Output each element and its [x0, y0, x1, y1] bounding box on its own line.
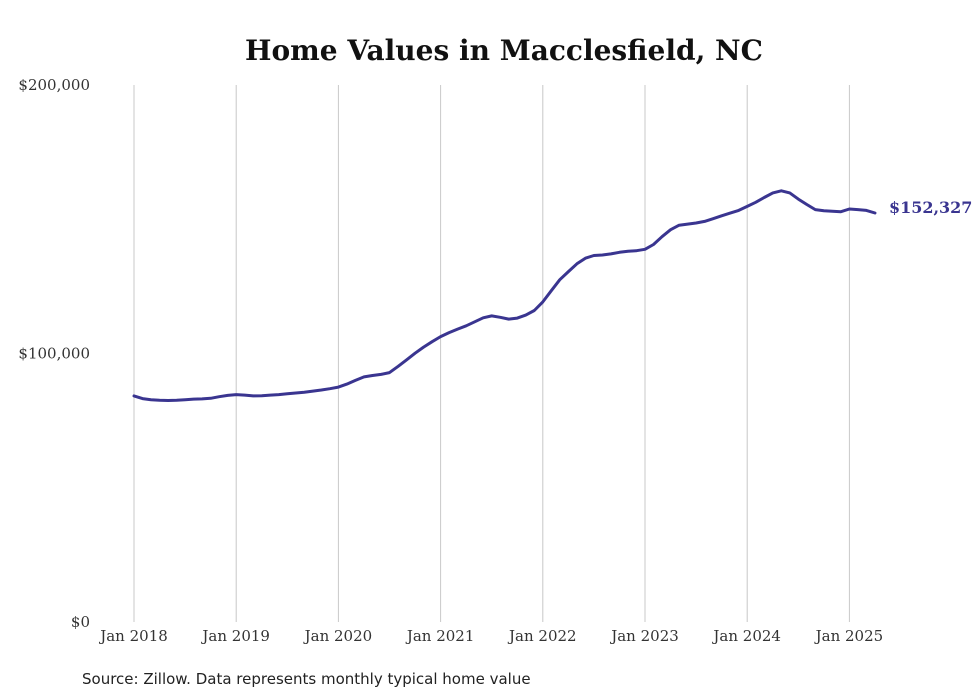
- x-tick-label: Jan 2018: [98, 627, 168, 645]
- series-line: [132, 189, 877, 402]
- y-tick-label: $200,000: [18, 76, 90, 94]
- x-tick-label: Jan 2022: [507, 627, 577, 645]
- y-tick-label: $100,000: [18, 345, 90, 363]
- x-tick-label: Jan 2020: [303, 627, 373, 645]
- x-tick-label: Jan 2024: [711, 627, 781, 645]
- y-axis-ticks: $0 $100,000 $200,000: [18, 76, 90, 631]
- source-note: Source: Zillow. Data represents monthly …: [82, 670, 531, 688]
- x-tick-label: Jan 2025: [814, 627, 884, 645]
- gridlines: [133, 85, 850, 622]
- x-axis-ticks: Jan 2018 Jan 2019 Jan 2020 Jan 2021 Jan 2022…: [98, 627, 883, 645]
- end-value-label: $152,327: [889, 198, 973, 217]
- series-layer: $152,327: [132, 189, 973, 402]
- y-tick-label: $0: [71, 613, 90, 631]
- chart-title: Home Values in Macclesfield, NC: [245, 34, 763, 67]
- x-tick-label: Jan 2019: [200, 627, 270, 645]
- x-tick-label: Jan 2021: [405, 627, 475, 645]
- x-tick-label: Jan 2023: [609, 627, 679, 645]
